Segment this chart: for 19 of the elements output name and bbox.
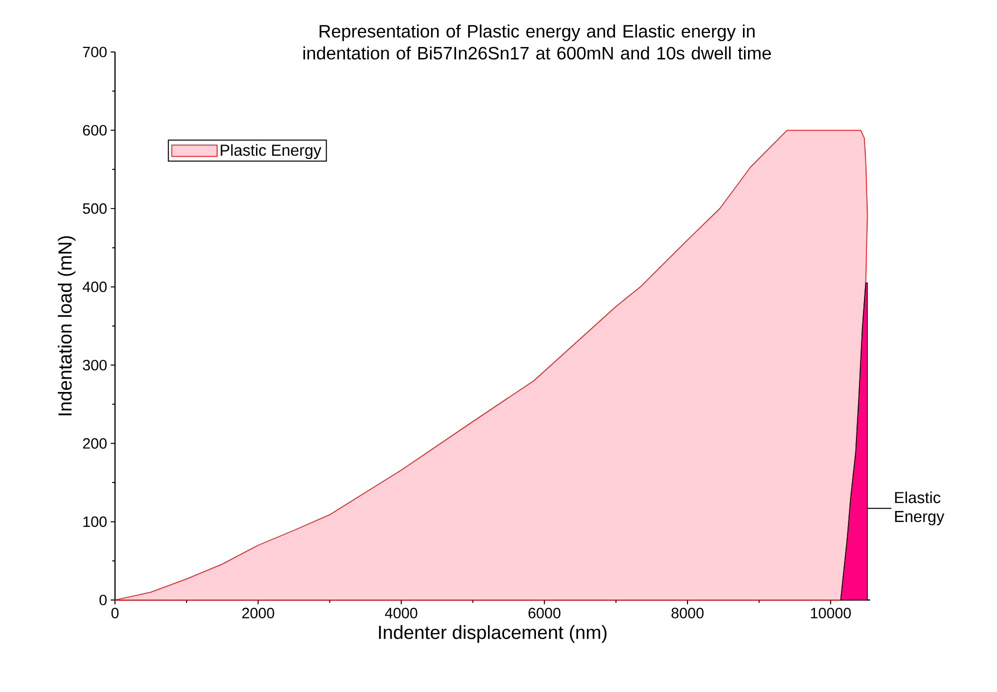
y-tick-label: 300 — [82, 360, 107, 370]
y-tick-label: 0 — [100, 594, 107, 606]
y-tick-label: 100 — [83, 516, 107, 527]
chart-title: Representation of Plastic energy and Elastic energy in indentation of Bi57In26Sn17 at 600mN and 10s dwell time — [303, 24, 771, 60]
y-tick-label: 500 — [82, 203, 107, 214]
legend-label: Plastic Energy — [220, 144, 322, 160]
x-tick-label: 6000 — [528, 608, 560, 618]
x-tick-label: 4000 — [384, 608, 418, 618]
x-axis-title: Indenter displacement (nm) — [379, 625, 606, 643]
x-tick-label: 10000 — [811, 608, 851, 618]
annotation: Elastic Energy — [895, 492, 944, 526]
y-tick-label: 700 — [83, 46, 107, 58]
x-tick-label: 2000 — [242, 608, 274, 618]
y-tick-label: 600 — [83, 124, 107, 136]
y-axis-title: Indentation load (mN) — [58, 236, 76, 416]
y-tick-label: 200 — [83, 438, 107, 449]
x-tick-label: 0 — [111, 608, 119, 618]
x-tick-label: 8000 — [672, 608, 704, 618]
y-tick-label: 400 — [82, 282, 107, 292]
